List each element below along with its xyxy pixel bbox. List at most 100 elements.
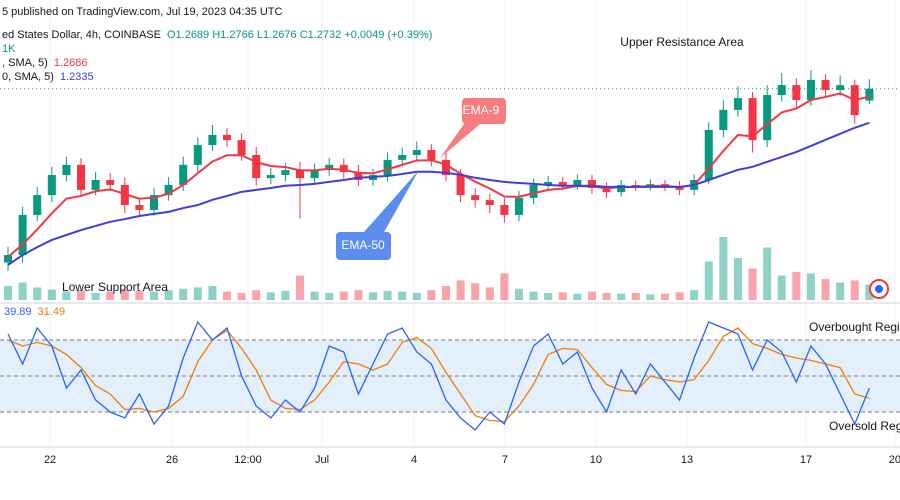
volume-bar [62,291,71,300]
volume-bar [792,272,801,300]
stoch-k-value: 39.89 [4,306,32,318]
volume-legend: 1K [2,43,16,55]
annotation: Overbought Regi [809,320,900,334]
volume-bar [821,279,830,300]
ema50-callout: EMA-50 [336,170,419,260]
volume-bar [164,290,173,300]
candle-body [135,205,144,210]
volume-bar [412,293,421,300]
annotation: Lower Support Area [62,280,168,294]
volume-bar [91,293,100,300]
x-tick-label: 10 [590,454,602,466]
candle-body [266,175,275,179]
ma-label: , SMA, 5) [2,57,48,69]
volume-bar [646,294,655,300]
x-tick-label: Jul [315,454,329,466]
stoch-background [0,339,900,413]
candle-body [733,98,742,110]
candle-body [193,145,202,165]
candle-body [602,187,611,193]
volume-bar [135,290,144,300]
volume-bar [806,273,815,300]
callout-label: EMA-50 [341,238,385,252]
volume-bar [865,284,874,300]
volume-bar [295,275,305,300]
candle-body [77,164,86,190]
volume-bar [310,291,319,300]
publish-header: 5 published on TradingView.com, Jul 19, … [2,6,283,18]
candle-body [412,150,421,155]
candle-body [222,134,232,141]
candle-body [441,159,450,176]
volume-bar [544,293,553,300]
volume-bar [836,282,845,300]
volume-bar [675,292,684,300]
volume-bar [354,290,363,300]
volume-bar [719,237,728,300]
candle-body [471,195,480,201]
candle-body [865,88,874,101]
candle-body [383,159,392,176]
volume-bar [368,292,378,300]
candle-body [237,140,246,155]
volume-bar [748,268,757,300]
volume-bar [77,290,86,300]
x-tick-label: 7 [502,454,508,466]
volume-bar [4,286,13,300]
volume-bar [222,291,232,300]
volume-bar [850,280,859,300]
candle-body [806,79,815,100]
candle-body [179,164,188,185]
volume-bar [193,287,202,300]
candle-body [514,197,523,215]
volume-bar [690,290,699,300]
volume-bar [573,293,582,300]
candle-body [631,184,640,187]
ma-label: 0, SMA, 5) [2,71,54,83]
annotation: Oversold Regi [829,419,900,433]
candle-body [587,180,596,188]
volume-bar [252,290,261,300]
candle-body [164,184,173,196]
volume-bar [179,288,188,300]
volume-bar [237,293,246,300]
logo [869,279,889,299]
x-tick-label: 4 [411,454,417,466]
candle-body [325,164,334,171]
volume-bar [602,293,611,300]
candle-body [150,195,159,210]
candle-body [719,109,728,130]
volume-bar [120,289,129,300]
candle-body [310,170,319,179]
x-tick-label: 26 [166,454,178,466]
volume-bar [383,290,392,300]
x-tick-label: 12:00 [234,454,262,466]
candle-body [295,170,305,179]
volume-bar [587,291,596,300]
ma-legend: , SMA, 5) 1.2686 [2,57,88,69]
volume-bar [617,293,626,300]
ma-legend: 0, SMA, 5) 1.2335 [2,71,94,83]
candle-body [529,184,538,198]
volume-bar [777,275,786,300]
candle-body [500,205,509,215]
candle-body [62,164,71,176]
x-tick-label: 17 [800,454,812,466]
candle-body [704,129,713,180]
stoch-line [7,320,870,431]
stoch-panel [7,320,870,431]
ema-line [7,121,870,266]
stoch-line [7,327,870,423]
candle-body [398,154,407,160]
candle-body [573,180,582,185]
volume-bar [733,258,742,300]
candle-body [4,255,13,263]
volume-bar [500,273,509,300]
volume-bar [441,286,450,300]
volume [4,237,874,300]
volume-bar [704,261,713,300]
volume-bar [208,286,217,300]
volume-bar [266,292,275,300]
candle-body [617,184,626,193]
